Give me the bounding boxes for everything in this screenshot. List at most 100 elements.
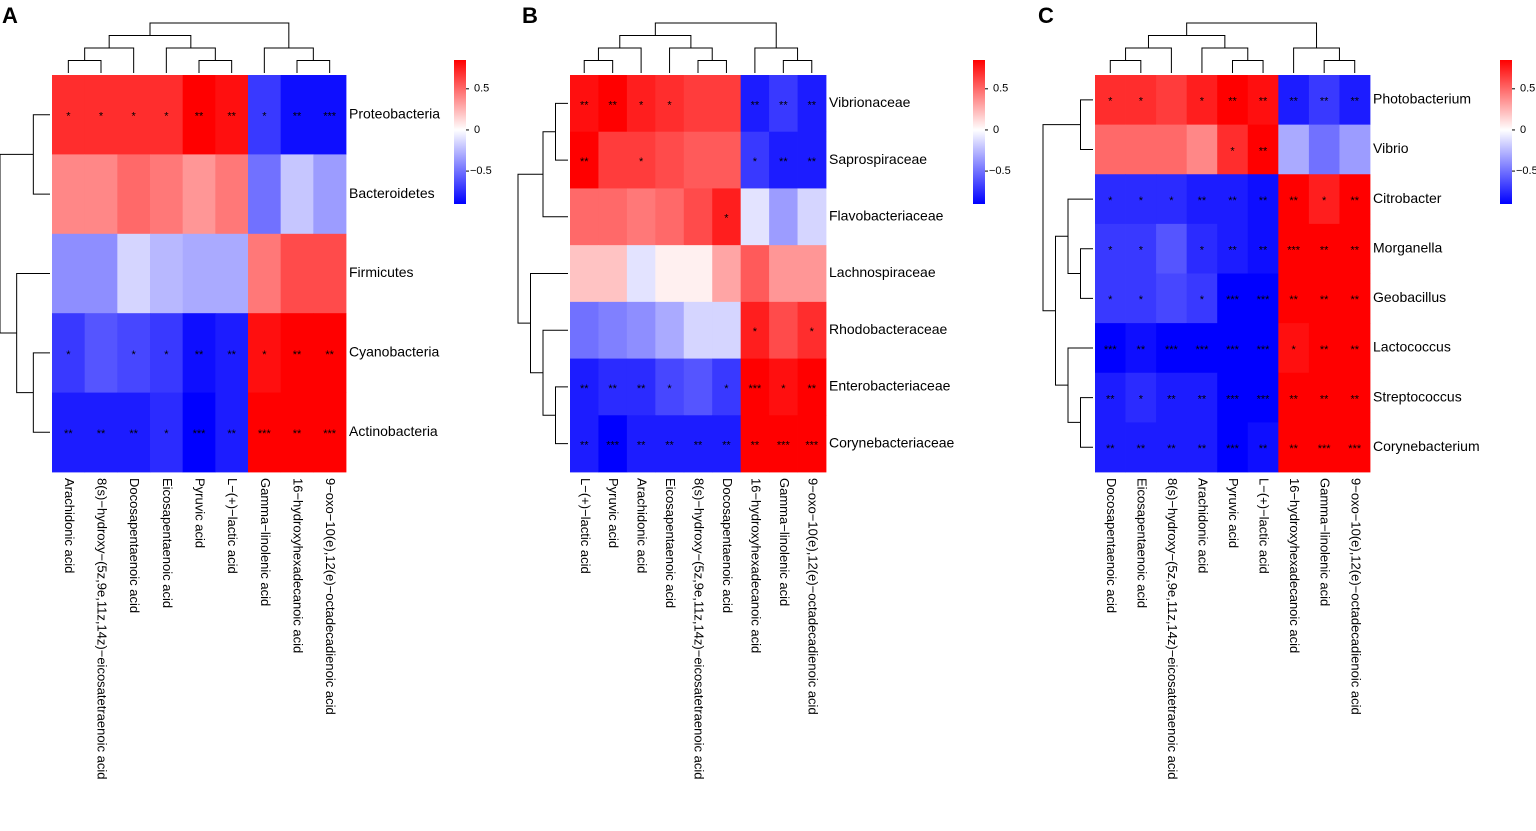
column-label: Eicosapentaenoic acid — [160, 478, 175, 608]
colorbar-tick-label: −0.5 — [989, 165, 1011, 177]
significance-stars: ** — [807, 99, 816, 111]
row-label: Saprospiraceae — [829, 151, 927, 167]
heatmap-cell — [683, 301, 713, 359]
heatmap-cell — [712, 415, 742, 473]
heatmap-cell — [740, 75, 770, 133]
significance-stars: ** — [293, 349, 302, 361]
heatmap-cell — [1278, 323, 1310, 374]
significance-stars: * — [1139, 245, 1144, 257]
heatmap-cell — [740, 358, 770, 416]
significance-stars: *** — [748, 383, 762, 395]
row-label: Enterobacteriaceae — [829, 378, 951, 394]
heatmap-cell — [655, 245, 685, 303]
row-label: Proteobacteria — [349, 105, 440, 121]
heatmap-cell — [1125, 75, 1157, 126]
heatmap-cell — [626, 415, 656, 473]
significance-stars: * — [1139, 96, 1144, 108]
significance-stars: *** — [258, 428, 272, 440]
significance-stars: *** — [606, 440, 620, 452]
significance-stars: * — [1200, 245, 1205, 257]
heatmap-cell — [598, 358, 628, 416]
colorbar-tick-label: −0.5 — [470, 165, 492, 177]
heatmap-cell — [769, 188, 798, 246]
heatmap-cell — [117, 75, 151, 155]
heatmap-cell — [150, 313, 184, 393]
heatmap-cell — [769, 245, 798, 303]
significance-stars: ** — [807, 383, 816, 395]
heatmap-cell — [797, 245, 827, 303]
colorbar — [454, 60, 466, 204]
significance-stars: ** — [227, 111, 236, 123]
heatmap-cell — [280, 154, 314, 235]
significance-stars: ** — [1350, 294, 1359, 306]
heatmap-cell — [683, 358, 713, 416]
heatmap-cell — [1217, 323, 1249, 374]
row-label: Lactococcus — [1373, 339, 1451, 355]
heatmap-cell — [626, 131, 656, 189]
heatmap-cell — [1156, 124, 1188, 175]
significance-stars: * — [66, 111, 71, 123]
heatmap-cell — [1247, 174, 1279, 225]
significance-stars: ** — [293, 111, 302, 123]
significance-stars: ** — [1350, 245, 1359, 257]
heatmap-cell — [683, 75, 713, 133]
heatmap-cell — [1125, 323, 1157, 374]
heatmap-cell — [313, 154, 347, 235]
significance-stars: * — [262, 349, 267, 361]
significance-stars: ** — [751, 440, 760, 452]
significance-stars: ** — [1320, 344, 1329, 356]
dendrogram-branch — [1042, 124, 1081, 312]
dendrogram-branch — [1080, 397, 1093, 448]
heatmap-cell — [1095, 372, 1126, 423]
heatmap-cell — [598, 75, 628, 133]
significance-stars: * — [1200, 294, 1205, 306]
heatmap-cell — [182, 154, 216, 235]
panel-label: B — [522, 3, 538, 28]
heatmap-cell — [313, 392, 347, 473]
heatmap-cell — [117, 233, 151, 314]
heatmap-cell — [1339, 174, 1371, 225]
significance-stars: * — [164, 111, 169, 123]
heatmap-cell — [740, 415, 770, 473]
significance-stars: ** — [1167, 443, 1176, 455]
significance-stars: ** — [64, 428, 73, 440]
heatmap-panel: B** ** * * ** ** **** * * ** **** *** ** ** * * *** * ****… — [517, 3, 1011, 779]
heatmap-cell — [1339, 372, 1371, 423]
heatmap-cell — [1308, 323, 1340, 374]
significance-stars: ** — [1228, 245, 1237, 257]
heatmap-cell — [1339, 75, 1371, 126]
dendrogram-branch — [697, 60, 727, 73]
heatmap-cell — [1217, 422, 1249, 473]
heatmap-cell — [598, 131, 628, 189]
significance-stars: ** — [580, 383, 589, 395]
column-label: 16−hydroxyhexadecanoic acid — [1287, 478, 1302, 653]
heatmap-cell — [215, 154, 249, 235]
significance-stars: *** — [1226, 344, 1240, 356]
heatmap-cell — [313, 75, 347, 155]
heatmap-cell — [1247, 422, 1279, 473]
colorbar — [1500, 60, 1512, 204]
heatmap-cell — [1095, 174, 1126, 225]
heatmap-cell — [740, 131, 770, 189]
heatmap-cell — [1186, 124, 1218, 175]
heatmap-cell — [215, 75, 249, 155]
column-label: Eicosapentaenoic acid — [1134, 478, 1149, 608]
dendrogram-branch — [1109, 60, 1142, 73]
heatmap-cell — [1247, 223, 1279, 274]
heatmap-cell — [280, 392, 314, 473]
heatmap-cell — [598, 245, 628, 303]
heatmap-cell — [598, 301, 628, 359]
heatmap-cell — [626, 188, 656, 246]
significance-stars: * — [639, 156, 644, 168]
significance-stars: *** — [323, 111, 337, 123]
colorbar-tick-label: 0 — [474, 124, 480, 136]
heatmap-cell — [797, 131, 827, 189]
heatmap-cell — [215, 313, 249, 393]
dendrogram-branch — [32, 114, 50, 195]
significance-stars: ** — [1320, 294, 1329, 306]
significance-stars: *** — [1226, 443, 1240, 455]
heatmap-cell — [1278, 422, 1310, 473]
significance-stars: ** — [1320, 245, 1329, 257]
dendrogram-branch — [108, 35, 192, 48]
significance-stars: ** — [1350, 393, 1359, 405]
